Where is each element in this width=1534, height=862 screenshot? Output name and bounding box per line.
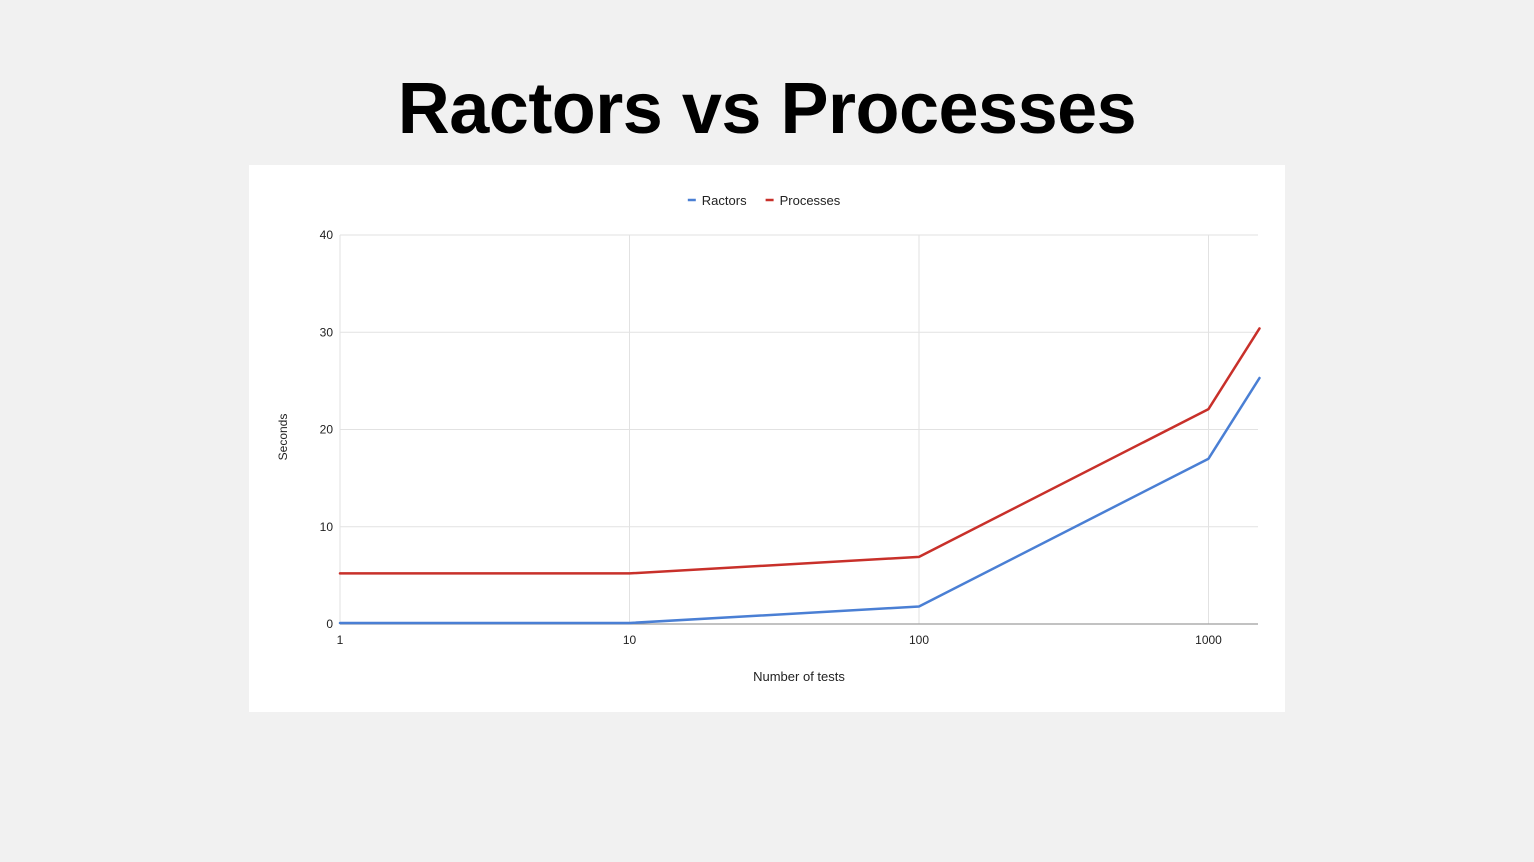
axes: 0 10 20 30 40 1 10 100 1000 xyxy=(320,228,1258,647)
y-tick-label: 20 xyxy=(320,423,334,437)
legend-label: Ractors xyxy=(702,193,747,208)
legend: Ractors Processes xyxy=(687,193,841,208)
series-lines xyxy=(338,327,1261,625)
x-tick-label: 1 xyxy=(337,633,344,647)
grid xyxy=(339,234,1258,624)
y-axis-label: Seconds xyxy=(276,414,290,461)
series-line-ractors xyxy=(338,376,1261,625)
x-tick-label: 10 xyxy=(623,633,637,647)
y-tick-label: 30 xyxy=(320,325,334,339)
y-tick-label: 40 xyxy=(320,228,334,242)
y-tick-label: 10 xyxy=(320,520,334,534)
x-tick-label: 100 xyxy=(909,633,929,647)
x-tick-label: 1000 xyxy=(1195,633,1222,647)
line-chart: 0 10 20 30 40 1 10 100 1000 Ractors Processes Num… xyxy=(276,193,1261,684)
series-line-processes xyxy=(338,327,1261,575)
y-tick-label: 0 xyxy=(326,617,333,631)
x-axis-label: Number of tests xyxy=(753,669,845,684)
slide-title: Ractors vs Processes xyxy=(397,69,1137,149)
legend-item-processes: Processes xyxy=(765,193,841,208)
legend-label: Processes xyxy=(780,193,841,208)
chart-card: 0 10 20 30 40 1 10 100 1000 Ractors Processes Num… xyxy=(249,165,1285,712)
legend-item-ractors: Ractors xyxy=(687,193,747,208)
